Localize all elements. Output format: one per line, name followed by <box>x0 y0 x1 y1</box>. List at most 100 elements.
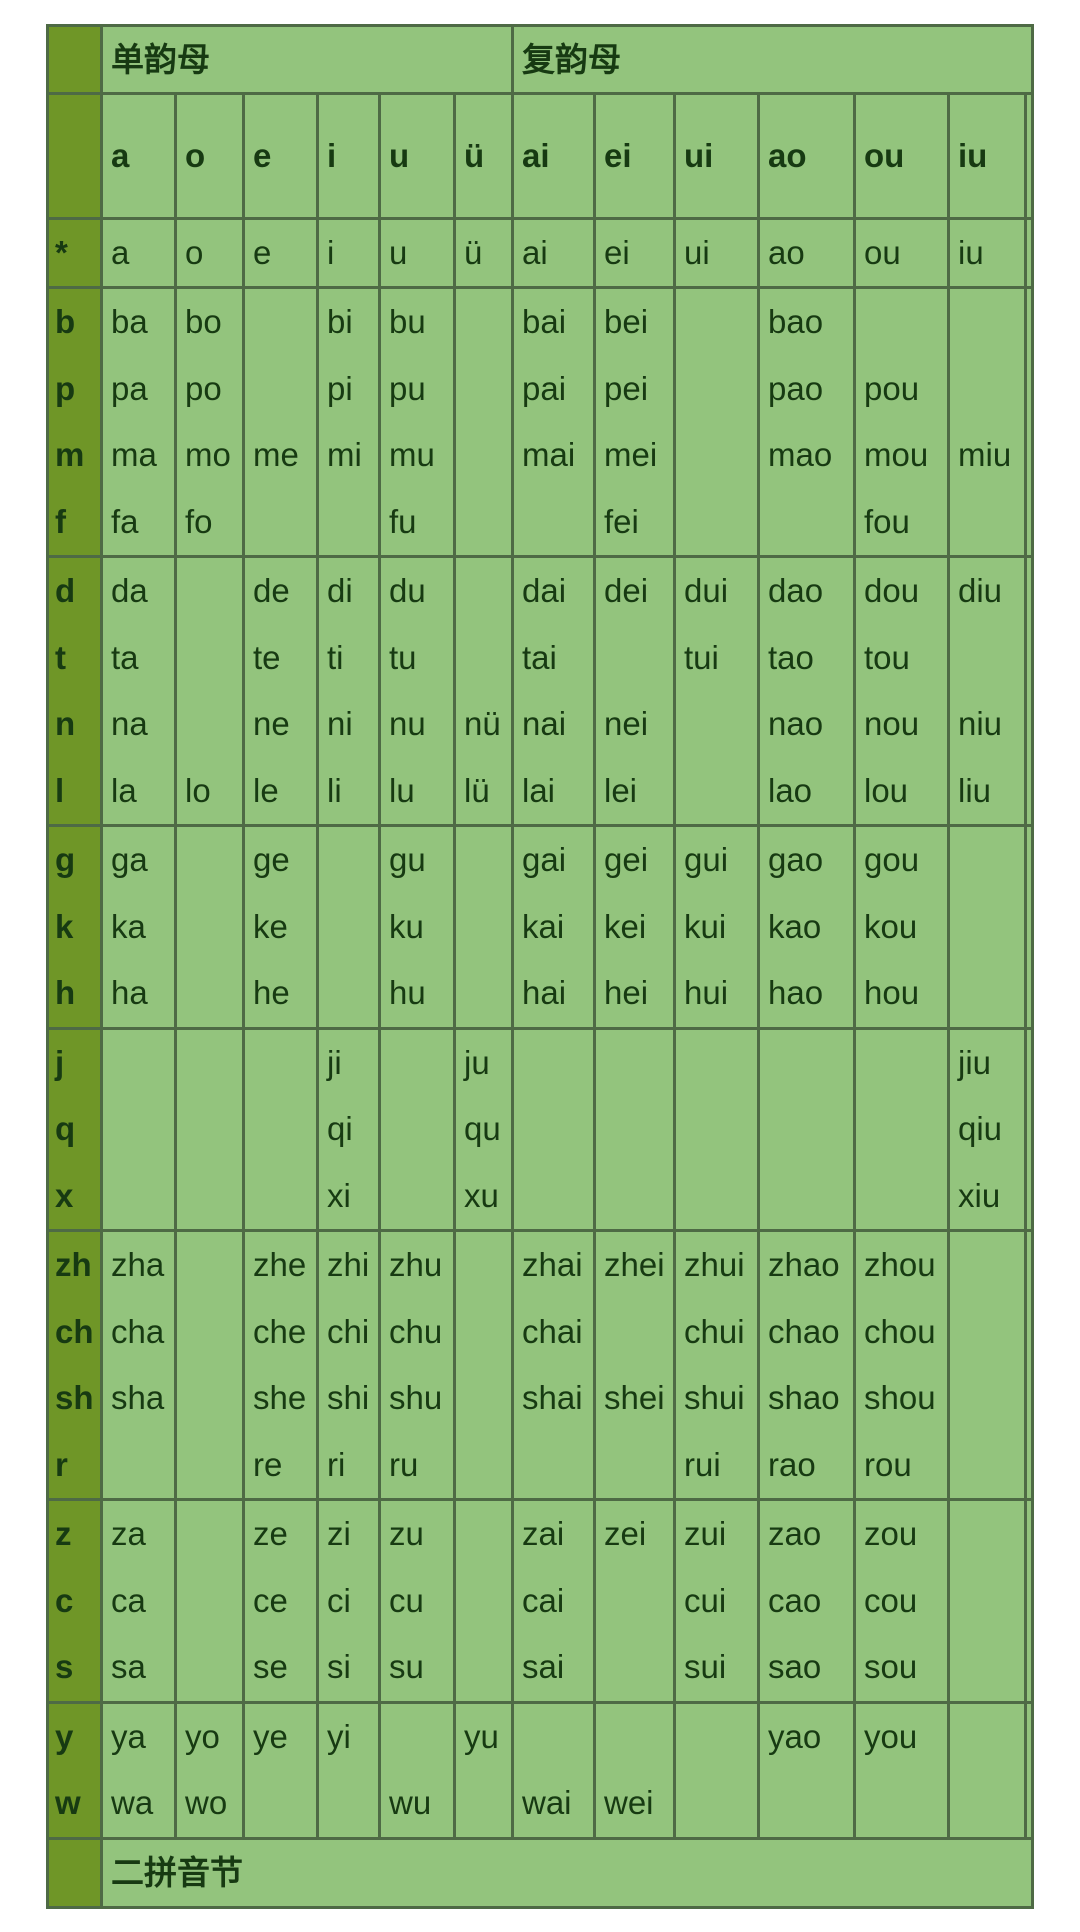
syllable: liu <box>958 771 992 809</box>
syllable-cell: u <box>378 217 456 289</box>
syllable: fei <box>604 502 639 540</box>
syllable-cell <box>673 1700 760 1840</box>
syllable <box>604 1568 672 1635</box>
syllable <box>684 1705 756 1770</box>
syllable: cu <box>389 1581 424 1619</box>
syllable <box>522 1705 592 1770</box>
syllable-cell <box>453 1229 514 1501</box>
syllable: a <box>111 234 130 271</box>
syllable-cell: lo <box>174 555 245 827</box>
syllable: nao <box>768 705 824 742</box>
syllable <box>864 291 946 356</box>
syllable: ne <box>253 705 290 742</box>
syllable: ju <box>464 1043 490 1081</box>
syllable <box>185 560 241 625</box>
cut-off-column <box>1024 1026 1034 1232</box>
syllable-cell: bei pei mei fei <box>593 286 676 558</box>
initial-label: j <box>55 1043 65 1081</box>
syllable: si <box>327 1648 351 1685</box>
syllable: me <box>253 436 299 473</box>
syllable: li <box>327 771 342 809</box>
syllable-cell: zhei shei <box>593 1229 676 1501</box>
syllable: u <box>389 234 408 271</box>
syllable-cell: ou <box>853 217 950 289</box>
syllable: rui <box>684 1445 721 1483</box>
syllable <box>958 1634 1023 1699</box>
final-header: ü <box>453 92 514 220</box>
syllable <box>604 625 672 692</box>
syllable-cell: da ta na la <box>100 555 177 827</box>
final-header: e <box>242 92 319 220</box>
syllable: kai <box>522 907 565 945</box>
syllable <box>464 1234 510 1299</box>
syllable: cou <box>864 1581 918 1619</box>
cut-off-column <box>1024 1498 1034 1704</box>
syllable: bi <box>327 303 353 340</box>
syllable: chu <box>389 1312 443 1350</box>
syllable: yi <box>327 1717 351 1755</box>
syllable: ru <box>389 1445 419 1483</box>
syllable: gui <box>684 841 729 878</box>
syllable: iu <box>958 234 984 271</box>
syllable: zai <box>522 1515 565 1552</box>
final-header: ai <box>511 92 596 220</box>
syllable <box>958 356 1023 423</box>
syllable: miu <box>958 436 1012 473</box>
syllable: sou <box>864 1648 918 1685</box>
syllable: bu <box>389 303 426 340</box>
syllable: dai <box>522 572 567 609</box>
syllable <box>464 489 510 554</box>
syllable <box>389 1096 452 1163</box>
syllable: ha <box>111 974 148 1011</box>
syllable <box>327 1770 377 1835</box>
syllable <box>464 560 510 625</box>
syllable: mu <box>389 436 435 473</box>
syllable-cell: ye <box>242 1700 319 1840</box>
syllable: ta <box>111 638 139 676</box>
syllable-cell: ao <box>757 217 856 289</box>
syllable <box>958 489 1023 554</box>
initial-group-row: z c s za ca sa ze ce se zi ci si zu cu su zai cai sai zei z… <box>46 1498 1034 1704</box>
initial-label: p <box>55 369 76 407</box>
initial-label: t <box>55 638 66 676</box>
final-header: o <box>174 92 245 220</box>
final-header: a <box>100 92 177 220</box>
syllable <box>958 1299 1023 1366</box>
syllable-cell: zao cao sao <box>757 1498 856 1704</box>
syllable-cell: zhu chu shu ru <box>378 1229 456 1501</box>
syllable-cell <box>100 1026 177 1232</box>
syllable-cell <box>174 824 245 1030</box>
syllable <box>253 1770 315 1835</box>
syllable: ke <box>253 907 288 945</box>
syllable: qi <box>327 1110 353 1147</box>
syllable: sao <box>768 1648 822 1685</box>
syllable <box>958 1568 1023 1635</box>
syllable: zhe <box>253 1246 307 1283</box>
syllable: ci <box>327 1581 351 1619</box>
syllable: ce <box>253 1581 288 1619</box>
syllable <box>464 291 510 356</box>
syllable: su <box>389 1648 424 1685</box>
syllable: kao <box>768 907 822 945</box>
syllable: ca <box>111 1581 146 1619</box>
syllable: fo <box>185 502 213 540</box>
syllable-cell: pou mou fou <box>853 286 950 558</box>
syllable: chao <box>768 1312 840 1350</box>
initial-label: sh <box>55 1379 94 1416</box>
syllable-cell <box>453 286 514 558</box>
syllable <box>958 291 1023 356</box>
syllable: ze <box>253 1515 288 1552</box>
syllable <box>464 1299 510 1366</box>
syllable-cell: zha cha sha <box>100 1229 177 1501</box>
syllable: tou <box>864 638 910 676</box>
syllable: sai <box>522 1648 565 1685</box>
syllable-cell <box>673 1026 760 1232</box>
syllable <box>768 1031 852 1096</box>
syllable-cell: you <box>853 1700 950 1840</box>
syllable <box>464 1432 510 1497</box>
syllable: hu <box>389 974 426 1011</box>
syllable: zao <box>768 1515 822 1552</box>
syllable-cell: bi pi mi <box>316 286 381 558</box>
syllable: ai <box>522 234 548 271</box>
initials-cell: zh ch sh r <box>46 1229 103 1501</box>
